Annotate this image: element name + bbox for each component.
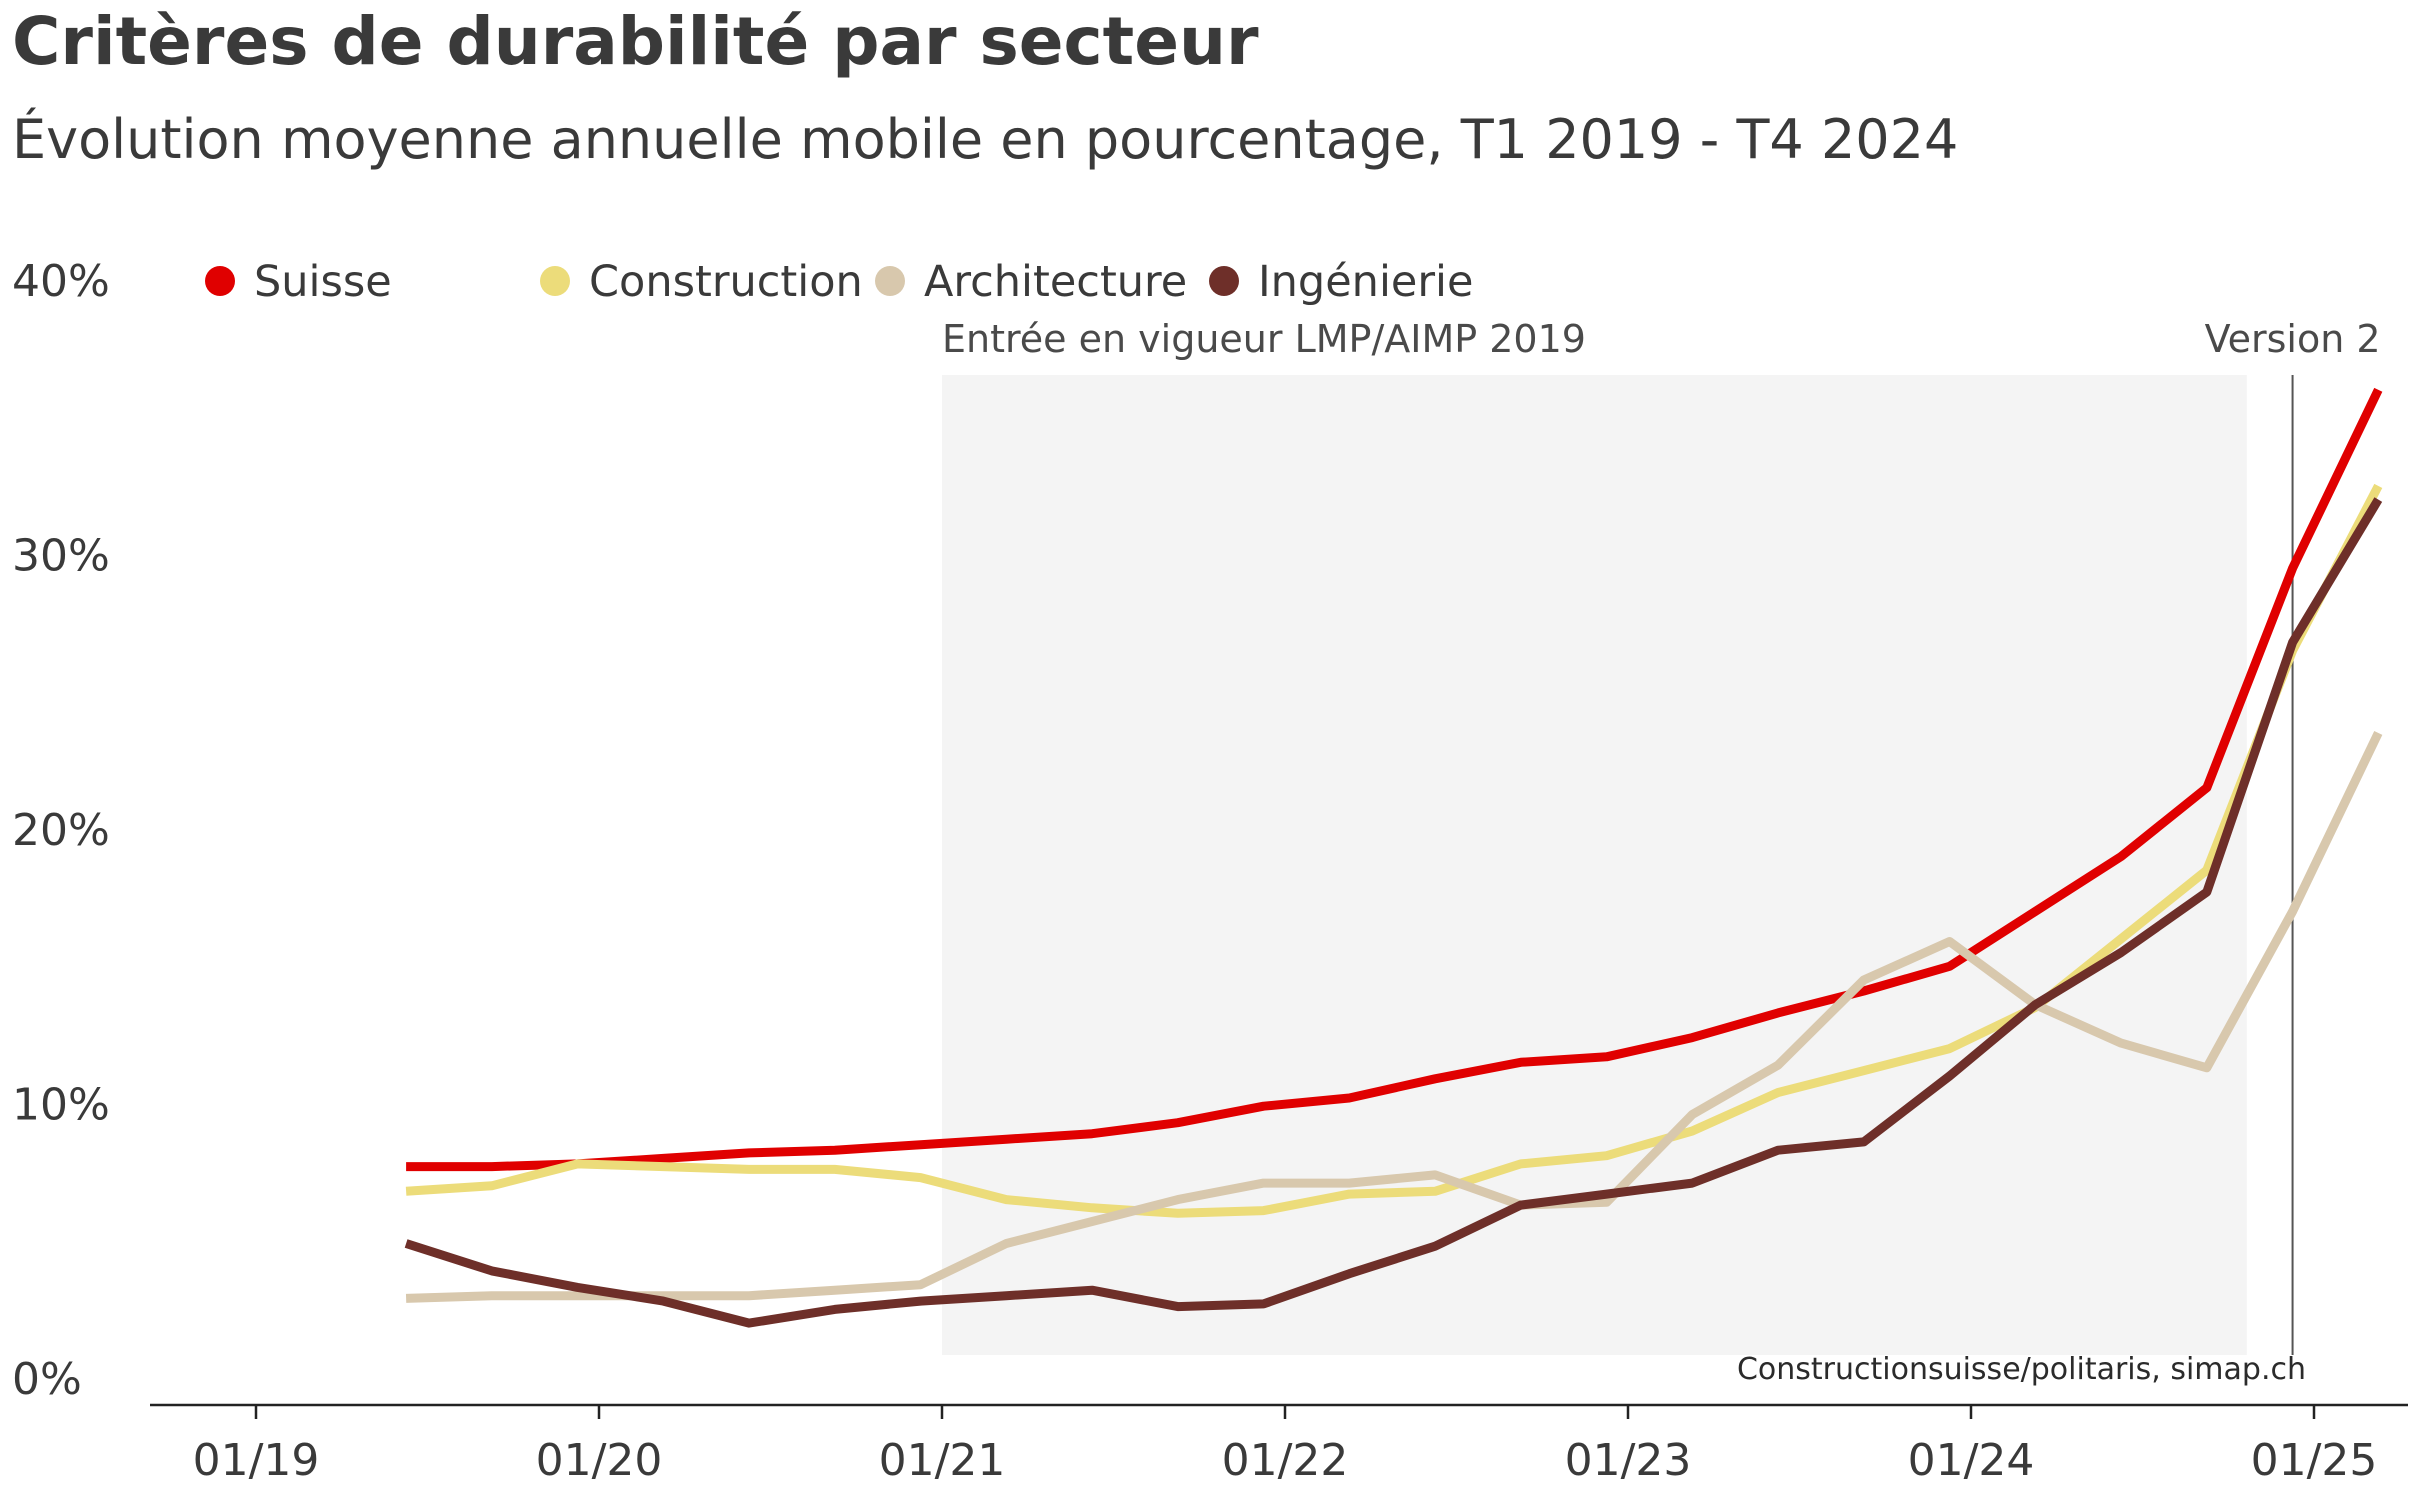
legend-marker-construction [540,266,570,296]
x-tick-label: 01/21 [879,1435,1006,1486]
axis-layer: 01/19 01/20 01/21 01/22 01/23 01/24 01/25 0% 10%… [12,256,2408,1486]
series-line-architecture [405,730,2383,1303]
version-2-label: Version 2 [2205,317,2381,361]
x-tick-label: 01/20 [536,1435,663,1486]
chart-subtitle: Évolution moyenne annuelle mobile en pou… [12,108,1958,171]
x-tick-label: 01/22 [1222,1435,1349,1486]
series-line-ing-nierie [404,497,2383,1328]
source-note: Constructionsuisse/politaris, simap.ch [1737,1352,2306,1387]
y-tick-label: 10% [12,1080,110,1131]
legend-marker-architecture [875,266,905,296]
y-tick-label: 30% [12,531,110,582]
legend-marker-ing-nierie [1209,266,1239,296]
series-layer [404,387,2383,1328]
annotation-layer: Entrée en vigueur LMP/AIMP 2019 Version 2 [942,317,2381,1355]
y-tick-label: 40% [12,256,110,307]
x-tick-label: 01/24 [1908,1435,2035,1486]
chart-title: Critères de durabilité par secteur [12,3,1259,80]
legend: Suisse Construction Architecture Ingénierie [205,257,1473,307]
legend-label-suisse: Suisse [254,257,392,307]
x-tick-label: 01/25 [2251,1435,2378,1486]
series-line-suisse [406,387,2383,1172]
legend-label-architecture: Architecture [924,257,1187,307]
legend-label-construction: Construction [589,257,863,307]
legend-marker-suisse [205,266,235,296]
y-tick-label: 0% [12,1354,82,1405]
y-tick-label: 20% [12,805,110,856]
legend-label-ing-nierie: Ingénierie [1258,257,1473,307]
policy-band-label: Entrée en vigueur LMP/AIMP 2019 [942,317,1586,361]
x-tick-label: 01/23 [1565,1435,1692,1486]
x-tick-label: 01/19 [193,1435,320,1486]
